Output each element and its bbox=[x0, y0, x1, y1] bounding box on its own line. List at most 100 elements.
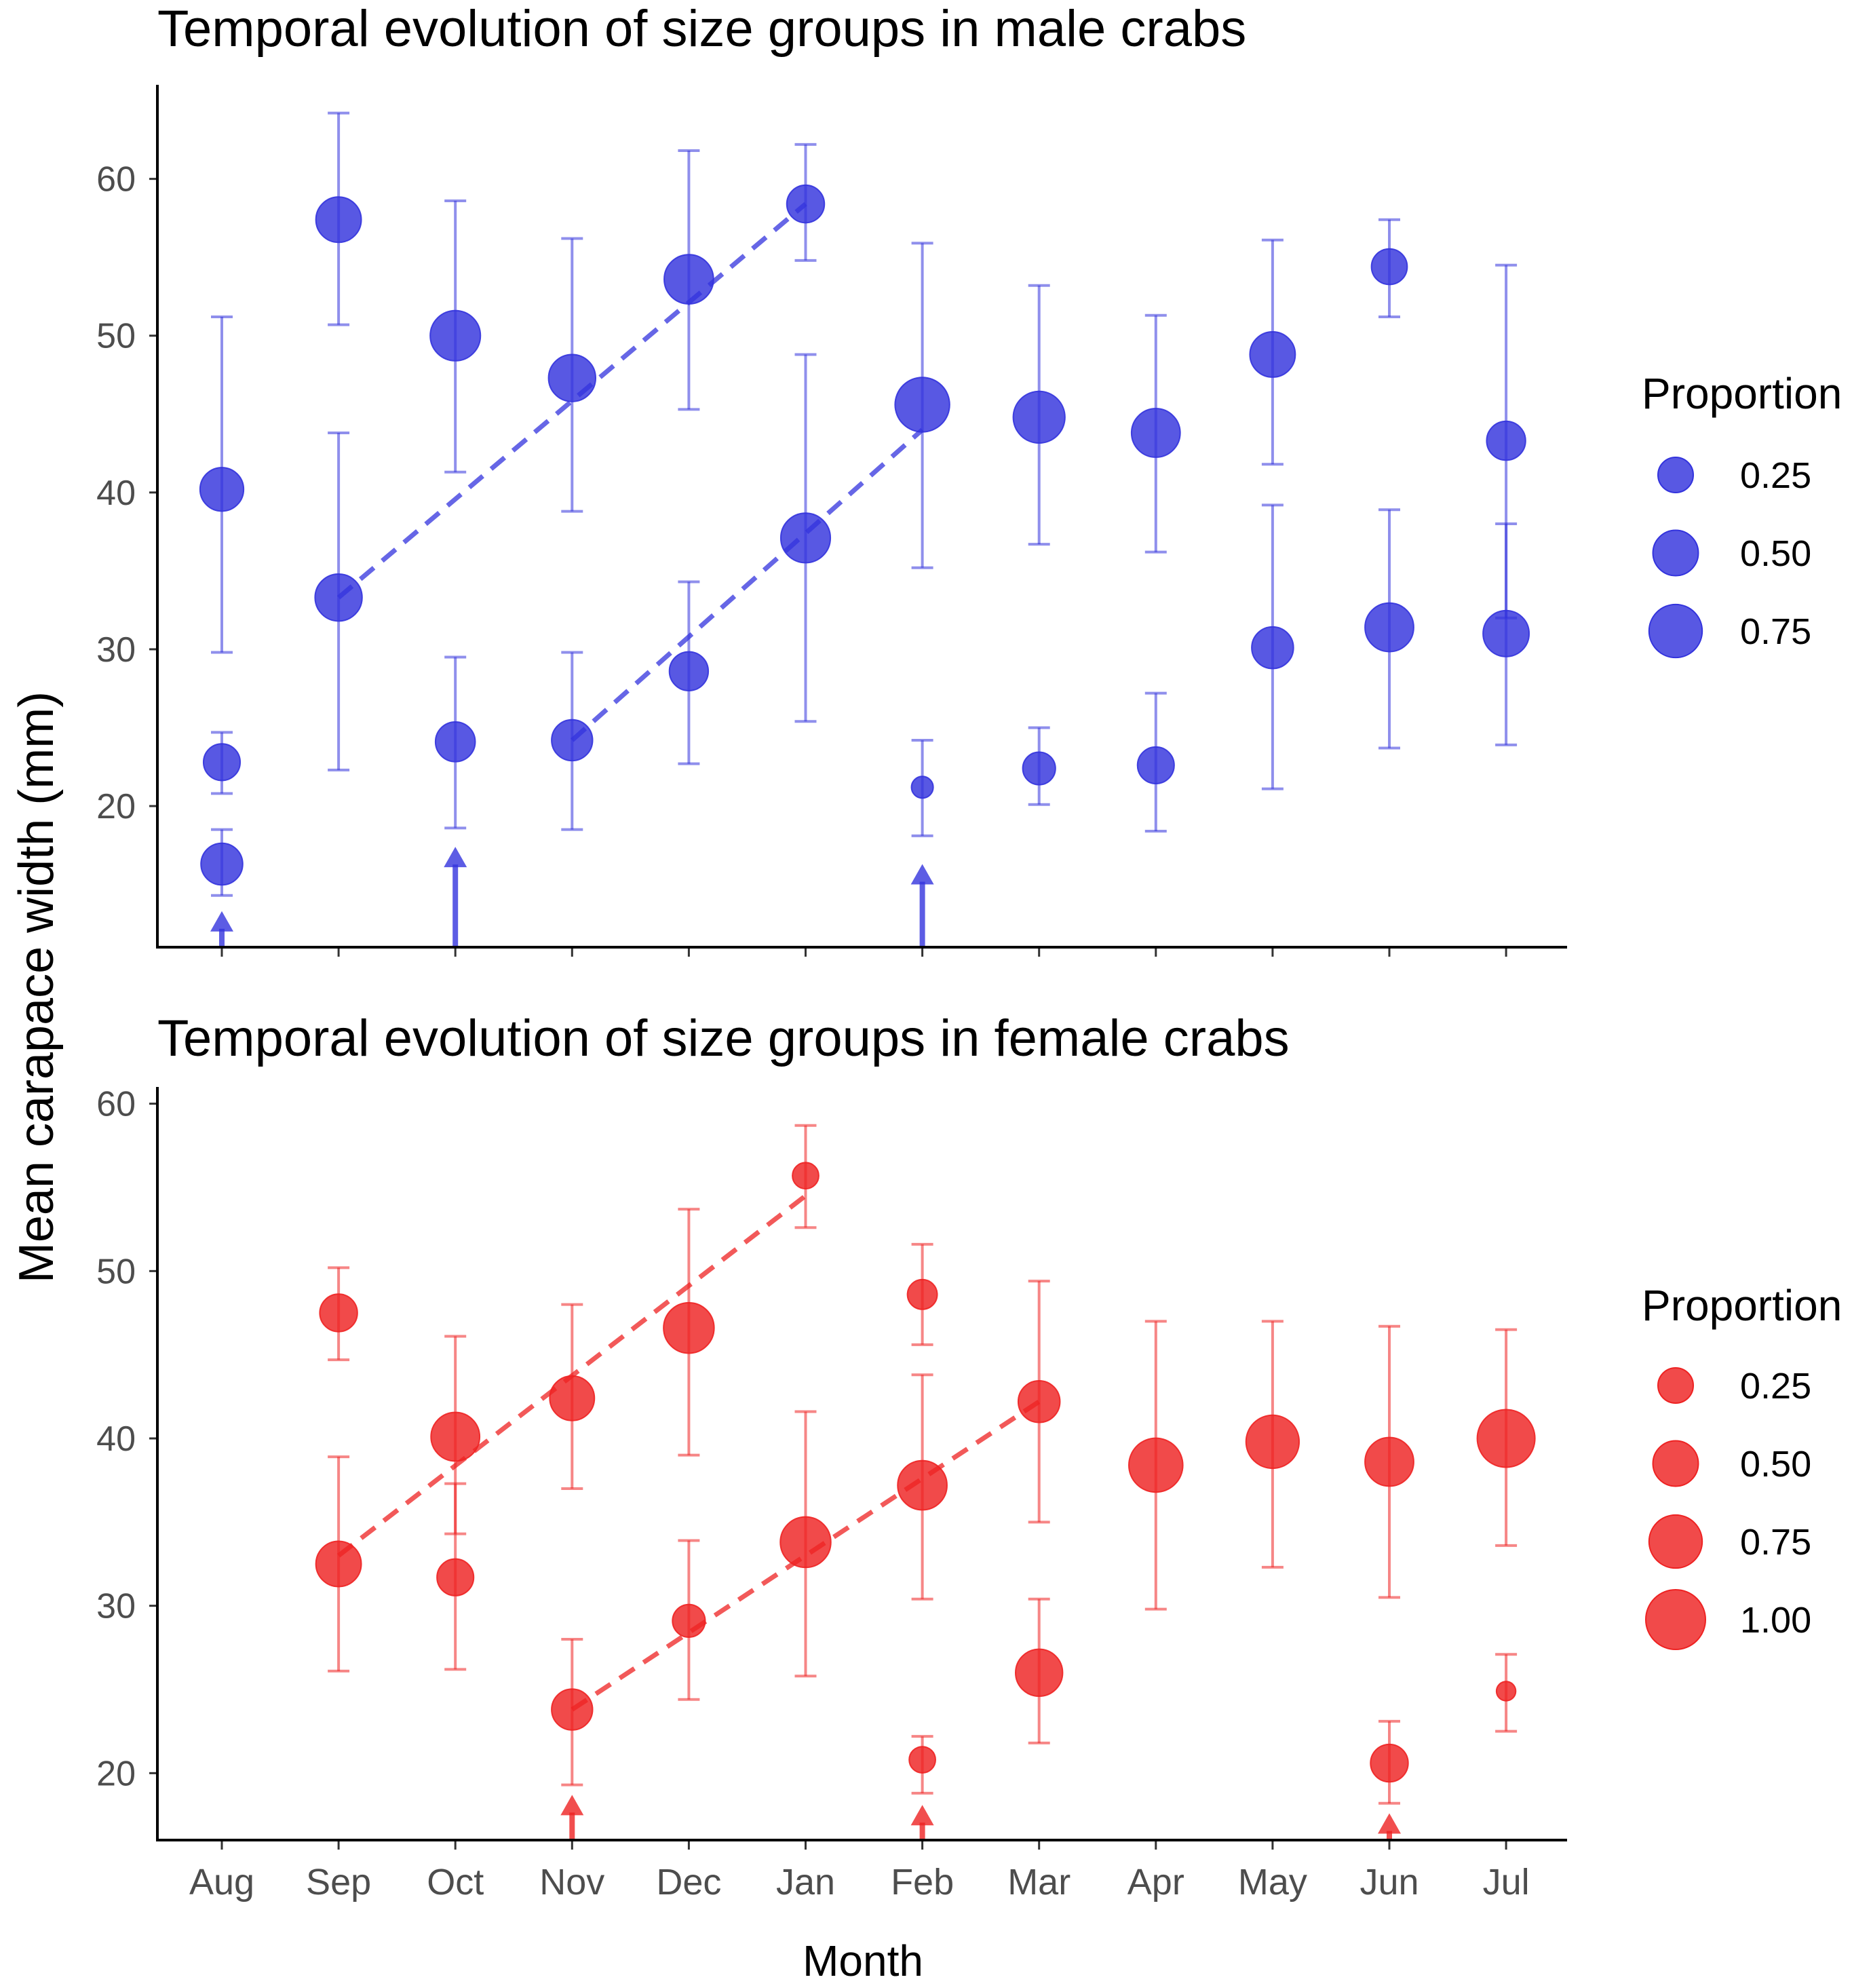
male-y-tick-label: 20 bbox=[96, 787, 136, 826]
male-y-tick-label: 60 bbox=[96, 160, 136, 199]
male-y-tick-label: 40 bbox=[96, 474, 136, 513]
male-point bbox=[314, 573, 363, 622]
male-point bbox=[551, 719, 594, 762]
male-point bbox=[1370, 248, 1408, 286]
male-cohort-lines bbox=[336, 202, 924, 742]
male-point bbox=[1249, 331, 1296, 378]
female-panel: Temporal evolution of size groups in fem… bbox=[96, 1010, 1842, 1903]
male-point bbox=[1130, 408, 1181, 458]
x-tick-label-sep: Sep bbox=[306, 1862, 371, 1903]
male-panel: Temporal evolution of size groups in mal… bbox=[96, 0, 1842, 957]
male-legend-title: Proportion bbox=[1642, 369, 1842, 418]
female-legend-label: 1.00 bbox=[1740, 1600, 1811, 1641]
male-legend: Proportion 0.25 0.50 0.75 bbox=[1642, 369, 1842, 659]
x-tick-label-feb: Feb bbox=[891, 1862, 954, 1903]
female-x-axis-ticks: Aug Sep Oct Nov Dec Jan Feb Mar Apr May Jun Jul bbox=[189, 1840, 1530, 1903]
female-y-axis-ticks: 20 30 40 50 60 bbox=[96, 1085, 157, 1793]
female-legend-key bbox=[1652, 1440, 1699, 1487]
male-point bbox=[894, 377, 950, 433]
female-chart-title: Temporal evolution of size groups in fem… bbox=[157, 1010, 1290, 1067]
female-point bbox=[1364, 1436, 1414, 1487]
x-tick-label-jan: Jan bbox=[776, 1862, 835, 1903]
x-tick-label-aug: Aug bbox=[189, 1862, 254, 1903]
male-legend-key bbox=[1657, 457, 1694, 493]
x-axis-label: Month bbox=[803, 1936, 923, 1985]
male-cohort-line bbox=[570, 427, 924, 742]
male-point bbox=[1136, 746, 1175, 784]
male-points bbox=[199, 184, 1530, 886]
female-recruitment-arrows bbox=[560, 1795, 1401, 1839]
female-point bbox=[792, 1162, 819, 1190]
female-point bbox=[1015, 1648, 1064, 1698]
female-point bbox=[1476, 1409, 1536, 1468]
male-point bbox=[202, 743, 242, 782]
female-point bbox=[906, 1278, 938, 1310]
male-y-tick-label: 30 bbox=[96, 630, 136, 670]
female-point bbox=[319, 1293, 358, 1333]
x-tick-label-may: May bbox=[1238, 1862, 1307, 1903]
female-point bbox=[549, 1375, 596, 1421]
female-recruitment-arrow bbox=[1378, 1813, 1401, 1839]
x-tick-label-jul: Jul bbox=[1483, 1862, 1530, 1903]
male-legend-label: 0.75 bbox=[1740, 611, 1811, 652]
male-point bbox=[1486, 420, 1526, 461]
male-point bbox=[200, 842, 244, 886]
male-legend-key bbox=[1648, 603, 1703, 659]
x-tick-label-apr: Apr bbox=[1127, 1862, 1184, 1903]
female-cohort-line bbox=[571, 1399, 1041, 1712]
male-recruitment-arrow bbox=[910, 864, 934, 946]
female-point bbox=[430, 1411, 481, 1462]
female-point bbox=[551, 1688, 594, 1731]
female-legend-label: 0.75 bbox=[1740, 1522, 1811, 1563]
male-recruitment-arrow bbox=[444, 847, 467, 946]
female-point bbox=[779, 1516, 832, 1569]
female-y-tick-label: 50 bbox=[96, 1252, 136, 1291]
female-legend-title: Proportion bbox=[1642, 1281, 1842, 1330]
male-point bbox=[1022, 751, 1056, 786]
female-point bbox=[1495, 1681, 1517, 1702]
male-point bbox=[910, 776, 934, 799]
female-legend-key bbox=[1645, 1589, 1706, 1650]
female-legend-label: 0.25 bbox=[1740, 1366, 1811, 1407]
y-axis-label: Mean carapace width (mm) bbox=[9, 691, 64, 1283]
male-point bbox=[786, 184, 826, 224]
male-legend-key bbox=[1652, 529, 1699, 577]
male-point bbox=[1251, 626, 1294, 670]
female-points bbox=[315, 1162, 1536, 1783]
male-point bbox=[434, 721, 476, 763]
female-recruitment-arrow bbox=[560, 1795, 584, 1839]
male-point bbox=[779, 512, 832, 564]
female-point bbox=[897, 1459, 948, 1511]
male-recruitment-arrows bbox=[210, 847, 934, 946]
male-point bbox=[1012, 390, 1066, 444]
x-tick-label-dec: Dec bbox=[656, 1862, 721, 1903]
x-tick-label-oct: Oct bbox=[427, 1862, 484, 1903]
female-y-tick-label: 20 bbox=[96, 1754, 136, 1793]
male-y-axis-ticks: 20 30 40 50 60 bbox=[96, 160, 157, 826]
male-point bbox=[663, 254, 714, 305]
female-y-tick-label: 30 bbox=[96, 1587, 136, 1626]
female-point bbox=[908, 1746, 936, 1774]
male-recruitment-arrow bbox=[210, 911, 233, 946]
male-x-axis-ticks bbox=[220, 947, 1507, 957]
male-point bbox=[199, 467, 245, 512]
female-point bbox=[1245, 1414, 1300, 1470]
x-tick-label-jun: Jun bbox=[1359, 1862, 1419, 1903]
male-point bbox=[429, 309, 482, 362]
female-recruitment-arrow bbox=[910, 1805, 934, 1839]
male-chart-title: Temporal evolution of size groups in mal… bbox=[157, 0, 1246, 58]
male-point bbox=[668, 651, 710, 691]
male-cohort-line bbox=[336, 202, 807, 600]
female-point bbox=[315, 1540, 362, 1588]
female-legend: Proportion 0.25 0.50 0.75 1.00 bbox=[1642, 1281, 1842, 1650]
x-tick-label-nov: Nov bbox=[539, 1862, 604, 1903]
female-point bbox=[1128, 1437, 1184, 1493]
male-point bbox=[315, 196, 362, 244]
male-point bbox=[1482, 609, 1530, 657]
female-point bbox=[436, 1558, 475, 1597]
female-point bbox=[1370, 1743, 1409, 1783]
female-point bbox=[1017, 1379, 1061, 1423]
female-y-tick-label: 40 bbox=[96, 1419, 136, 1459]
